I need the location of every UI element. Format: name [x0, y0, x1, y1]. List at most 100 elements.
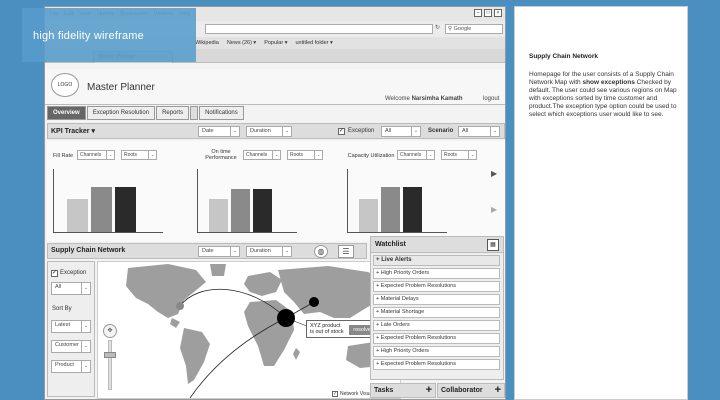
- kpi-scenario-select[interactable]: All ⌄: [458, 126, 500, 137]
- resolve-button[interactable]: resolve: [349, 325, 375, 335]
- annotation-panel: Supply Chain Network Homepage for the us…: [514, 6, 688, 400]
- refresh-icon[interactable]: ↻: [435, 25, 441, 31]
- pan-icon[interactable]: ✥: [103, 324, 117, 338]
- maximize-icon[interactable]: □: [484, 9, 492, 17]
- plus-icon: +: [376, 257, 380, 263]
- chevron-down-icon: ⌄: [81, 321, 90, 332]
- capacity-utilization-chart: [347, 169, 447, 233]
- calendar-icon[interactable]: ▦: [487, 239, 499, 251]
- network-date-select[interactable]: Date ⌄: [198, 246, 240, 257]
- tab-exception-resolution[interactable]: Exception Resolution: [86, 106, 156, 120]
- logout-link[interactable]: logout: [483, 96, 500, 102]
- kpi-bar: [253, 189, 272, 232]
- chart-label-capacity-utilization: Capacity Utilization: [347, 153, 395, 159]
- sort-latest-select[interactable]: Latest ⌄: [51, 320, 91, 333]
- kpi-exception-checkbox[interactable]: ✓: [338, 128, 345, 135]
- tab-separator: [190, 106, 199, 120]
- plus-icon: +: [376, 296, 380, 302]
- app-title: Master Planner: [87, 82, 155, 93]
- watchlist-item[interactable]: + High Priority Orders: [373, 346, 500, 357]
- zoom-slider-thumb[interactable]: [104, 352, 116, 358]
- otp-channels-select[interactable]: Channels ⌄: [243, 150, 281, 160]
- chevron-down-icon: ⌄: [282, 127, 291, 136]
- browser-search-input[interactable]: ⚲ Google: [445, 24, 503, 34]
- kpi-title: KPI Tracker: [51, 128, 90, 135]
- capacity-channels-select[interactable]: Channels ⌄: [397, 150, 435, 160]
- chart-label-on-time-performance: On time Performance: [205, 149, 237, 161]
- capacity-roots-select[interactable]: Roots ⌄: [441, 150, 477, 160]
- bookmark-popular-label: Popular: [264, 40, 284, 46]
- wireframe-banner: high fidelity wireframe: [22, 8, 196, 62]
- chevron-down-icon: ▾: [91, 128, 95, 135]
- network-node-exception[interactable]: [277, 309, 295, 327]
- url-input[interactable]: [205, 24, 433, 34]
- bookmark-wikipedia[interactable]: Wikipedia: [195, 40, 219, 46]
- add-task-icon[interactable]: +: [425, 384, 432, 396]
- watchlist-item[interactable]: + Late Orders: [373, 320, 500, 331]
- logo: LOGO: [51, 73, 79, 97]
- kpi-toolbar: KPI Tracker ▾ Date ⌄ Duration ⌄ ✓ Except…: [47, 123, 505, 139]
- watchlist-item[interactable]: + Expected Problem Resolutions: [373, 333, 500, 344]
- bookmark-news[interactable]: News (26) ▾: [226, 40, 257, 46]
- list-view-icon[interactable]: ☰: [338, 245, 354, 258]
- bookmark-untitled-folder[interactable]: untitled folder ▾: [295, 40, 333, 46]
- tab-overview[interactable]: Overview: [47, 106, 86, 120]
- chevron-down-icon: ⌄: [230, 247, 239, 256]
- zoom-slider-track[interactable]: [108, 340, 112, 390]
- chevron-down-icon: ⌄: [106, 151, 114, 159]
- plus-icon: +: [376, 348, 380, 354]
- plus-icon: +: [376, 322, 380, 328]
- network-exception-checkbox[interactable]: ✓: [51, 270, 58, 277]
- notes-body: Homepage for the user consists of a Supp…: [529, 71, 685, 119]
- fill-rate-channels-select[interactable]: Channels ⌄: [77, 150, 115, 160]
- watchlist-item-label: Live Alerts: [381, 257, 412, 263]
- next-chart-arrow-icon[interactable]: ▶: [491, 169, 498, 178]
- collaborator-panel[interactable]: Collaborator +: [437, 383, 505, 398]
- kpi-bar: [231, 189, 250, 232]
- network-node[interactable]: [309, 297, 319, 307]
- kpi-date-select[interactable]: Date ⌄: [198, 126, 240, 137]
- watchlist-item-live-alerts[interactable]: + Live Alerts: [373, 255, 500, 266]
- supply-chain-map[interactable]: ⤢ ✥ XYZ product is out of stock resolve …: [97, 261, 401, 399]
- watchlist-item[interactable]: + Material Shortage: [373, 307, 500, 318]
- tasks-panel[interactable]: Tasks +: [370, 383, 436, 398]
- network-visualization-toggle[interactable]: ✓ Network Visualization: [332, 391, 388, 397]
- watchlist-item-label: Expected Problem Resolutions: [380, 283, 456, 289]
- zoom-control[interactable]: ✥: [103, 324, 117, 392]
- network-node[interactable]: [176, 302, 184, 310]
- otp-roots-label: Roots: [290, 152, 304, 158]
- kpi-bar: [381, 187, 400, 232]
- sort-latest-label: Latest: [55, 322, 70, 328]
- add-collaborator-icon[interactable]: +: [494, 384, 501, 396]
- network-duration-select[interactable]: Duration ⌄: [246, 246, 292, 257]
- plus-icon: +: [376, 309, 380, 315]
- kpi-tracker-dropdown[interactable]: KPI Tracker ▾: [51, 127, 95, 135]
- kpi-duration-select[interactable]: Duration ⌄: [246, 126, 292, 137]
- exception-tooltip: XYZ product is out of stock resolve: [306, 320, 378, 338]
- watchlist-item[interactable]: + Expected Problem Resolutions: [373, 359, 500, 370]
- watchlist-item[interactable]: + Expected Problem Resolutions: [373, 281, 500, 292]
- otp-roots-select[interactable]: Roots ⌄: [287, 150, 323, 160]
- chevron-down-icon: ⌄: [81, 341, 90, 352]
- kpi-exception-select[interactable]: All ⌄: [381, 126, 421, 137]
- network-exception-select[interactable]: All ⌄: [51, 282, 91, 295]
- plus-icon: +: [376, 335, 380, 341]
- watchlist-item[interactable]: + High Priority Orders: [373, 268, 500, 279]
- network-visualization-checkbox[interactable]: ✓: [332, 391, 338, 397]
- fill-rate-roots-select[interactable]: Roots ⌄: [121, 150, 157, 160]
- sort-product-select[interactable]: Product ⌄: [51, 360, 91, 373]
- watchlist-item-label: Material Delays: [380, 296, 419, 302]
- globe-icon[interactable]: ◍: [314, 245, 328, 258]
- route-line: [179, 288, 287, 319]
- kpi-scenario-label: Scenario: [428, 128, 454, 134]
- bookmark-popular[interactable]: Popular ▾: [264, 40, 288, 46]
- sort-customer-select[interactable]: Customer ⌄: [51, 340, 91, 353]
- kpi-bar: [115, 187, 136, 232]
- tab-notifications[interactable]: Notifications: [199, 106, 244, 120]
- close-icon[interactable]: ×: [494, 9, 502, 17]
- network-filter-panel: ✓ Exception All ⌄ Sort By Latest ⌄ Custo…: [47, 261, 95, 397]
- watchlist-item[interactable]: + Material Delays: [373, 294, 500, 305]
- tasks-label: Tasks: [374, 387, 394, 394]
- tab-reports[interactable]: Reports: [156, 106, 190, 120]
- minimize-icon[interactable]: –: [474, 9, 482, 17]
